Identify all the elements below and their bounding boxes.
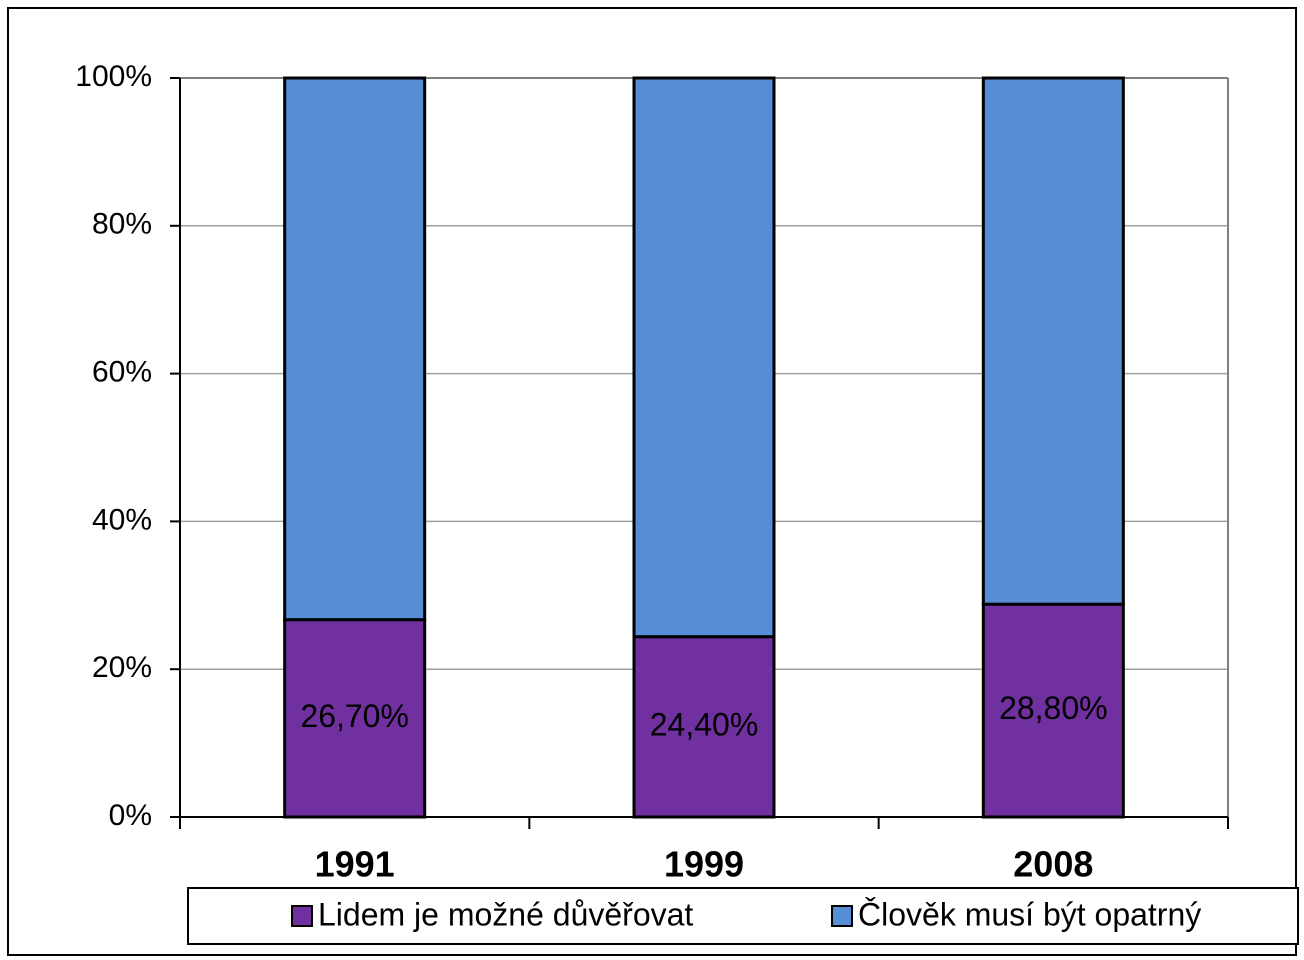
bar-segment [283,618,427,819]
legend-label: Člověk musí být opatrný [858,896,1201,932]
data-label: 24,40% [650,706,759,742]
data-label: 28,80% [999,690,1108,726]
bar-segment [981,76,1125,606]
x-tick-label: 2008 [1013,844,1093,885]
y-tick-label: 40% [92,503,152,536]
y-tick-label: 20% [92,651,152,684]
bar-segment [632,635,776,819]
legend-swatch [291,905,313,927]
x-tick-label: 1991 [315,844,395,885]
legend-swatch [831,905,853,927]
bar-segment [981,602,1125,819]
y-tick-label: 60% [92,356,152,389]
data-label: 26,70% [300,698,409,734]
x-tick-label: 1999 [664,844,744,885]
bar-segment [283,76,427,622]
bar-segment [632,76,776,639]
legend-box [187,887,1299,945]
y-tick-label: 0% [109,799,152,832]
y-tick-label: 100% [75,60,152,93]
y-tick-label: 80% [92,208,152,241]
legend-label: Lidem je možné důvěřovat [318,896,693,932]
